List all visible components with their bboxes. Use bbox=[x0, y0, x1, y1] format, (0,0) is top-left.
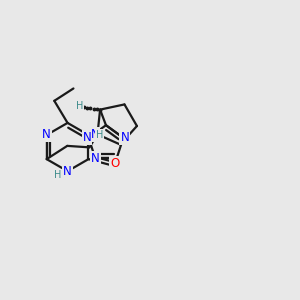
Text: N: N bbox=[83, 131, 92, 144]
Text: N: N bbox=[120, 131, 129, 144]
Text: H: H bbox=[76, 101, 83, 111]
Text: O: O bbox=[110, 157, 120, 170]
Text: H: H bbox=[54, 170, 61, 180]
Text: H: H bbox=[96, 130, 103, 140]
Text: N: N bbox=[63, 165, 72, 178]
Text: N: N bbox=[91, 128, 100, 141]
Text: N: N bbox=[42, 128, 51, 142]
Text: N: N bbox=[91, 152, 100, 165]
